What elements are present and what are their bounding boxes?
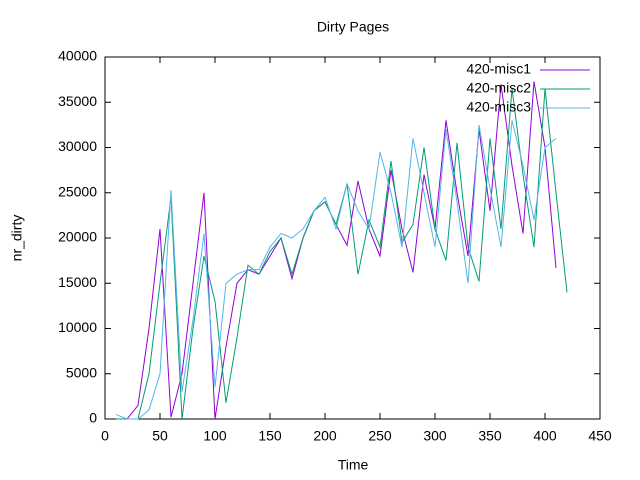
y-tick-label: 35000 xyxy=(58,93,97,109)
legend-label: 420-misc3 xyxy=(466,99,531,115)
y-tick-label: 25000 xyxy=(58,183,97,199)
legend-label: 420-misc1 xyxy=(466,61,531,77)
y-tick-label: 30000 xyxy=(58,138,97,154)
legend-label: 420-misc2 xyxy=(466,80,531,96)
y-tick-label: 40000 xyxy=(58,48,97,64)
x-axis-label: Time xyxy=(338,457,369,473)
y-axis-label: nr_dirty xyxy=(9,215,25,262)
y-tick-label: 0 xyxy=(89,410,97,426)
x-tick-label: 100 xyxy=(203,428,227,444)
series-line xyxy=(116,88,568,420)
x-tick-label: 450 xyxy=(588,428,612,444)
y-tick-label: 15000 xyxy=(58,274,97,290)
x-tick-label: 400 xyxy=(533,428,557,444)
x-tick-label: 250 xyxy=(368,428,392,444)
y-tick-label: 10000 xyxy=(58,319,97,335)
x-tick-label: 0 xyxy=(101,428,109,444)
chart-title: Dirty Pages xyxy=(317,19,389,35)
x-tick-label: 200 xyxy=(313,428,337,444)
x-tick-label: 150 xyxy=(258,428,282,444)
x-tick-label: 300 xyxy=(423,428,447,444)
x-tick-label: 50 xyxy=(152,428,168,444)
x-tick-label: 350 xyxy=(478,428,502,444)
y-tick-label: 20000 xyxy=(58,229,97,245)
series-line xyxy=(115,120,557,420)
series-line xyxy=(116,81,557,420)
y-tick-label: 5000 xyxy=(66,364,97,380)
